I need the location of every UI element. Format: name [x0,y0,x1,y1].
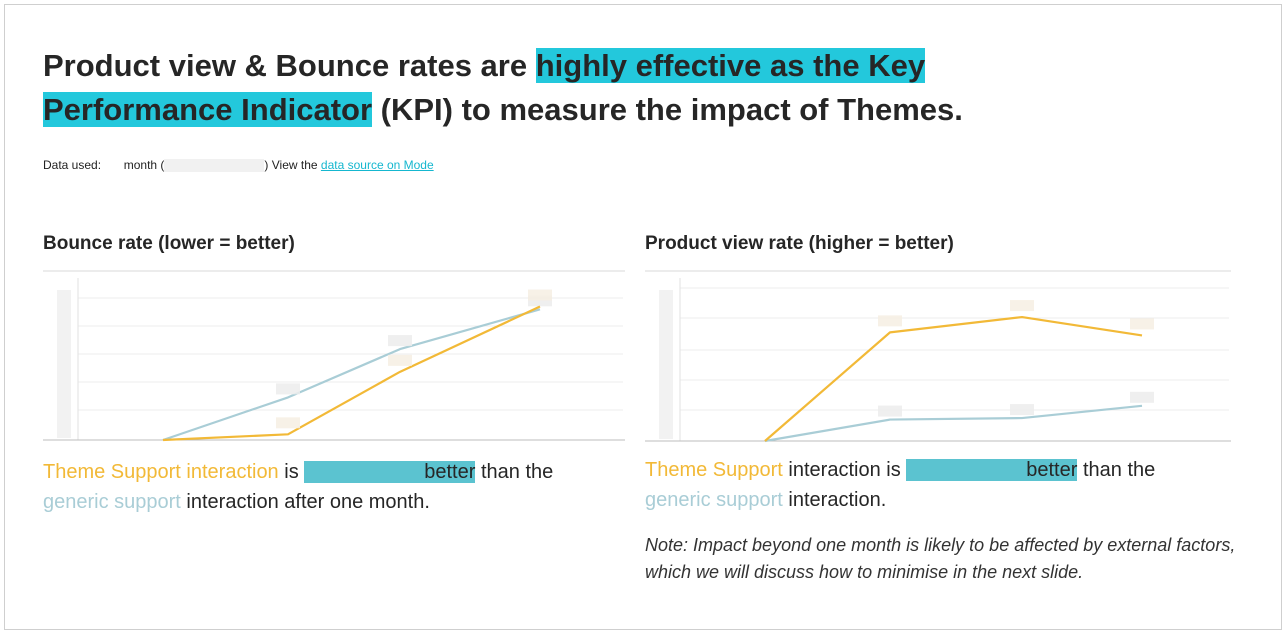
title-highlight-1: highly effective as the Key [535,48,926,83]
redacted-data-label [276,417,300,429]
theme-support-line [764,315,1143,442]
caption-better-right: better [906,459,1078,481]
redacted-data-label [388,354,412,366]
caption-is-right: interaction is [782,459,907,481]
redacted-data-label [1130,318,1154,330]
caption-than-left: than the [475,461,554,483]
caption-is-left: is [278,461,305,483]
generic-support-line [764,404,1143,443]
caption-than-right: than the [1077,459,1156,481]
redacted-data-label [878,315,902,327]
caption-generic-left: generic support [43,491,181,513]
caption-theme-right: Theme Support [645,459,783,481]
page-title: Product view & Bounce rates are highly e… [43,44,1223,132]
redacted-data-label [528,295,552,307]
title-part-1: Product view & Bounce rates are [43,48,536,83]
caption-rest-right: interaction. [782,489,887,511]
redacted-range [164,159,265,173]
theme-support-line [162,305,541,442]
title-part-2: (KPI) to measure the impact of Themes. [372,92,963,127]
redacted-y-ticks [659,290,673,439]
generic-support-line [162,308,541,442]
data-used-line: Data used: month ( ) View the data source… [43,158,434,173]
product-view-caption: Theme Support interaction is better than… [645,455,1235,515]
redacted-value [104,159,121,173]
redacted-data-label [1010,300,1034,312]
redacted-data-label [276,383,300,395]
data-used-label: Data used: [43,158,102,172]
redacted-data-label [388,335,412,347]
redacted-y-ticks [57,290,71,438]
product-view-chart-title: Product view rate (higher = better) [645,233,954,254]
caption-generic-right: generic support [645,489,783,511]
redacted-data-label [1130,391,1154,403]
bounce-rate-chart [43,270,625,442]
product-view-rate-chart [645,270,1231,443]
data-used-view: ) View the [264,158,321,172]
redacted-data-label [528,289,552,301]
bounce-caption: Theme Support interaction is better than… [43,457,633,517]
caption-rest-left: interaction after one month. [180,491,430,513]
caption-theme-left: Theme Support interaction [43,461,279,483]
data-used-month: month ( [123,158,165,172]
title-highlight-2: Performance Indicator [43,92,373,127]
data-source-link[interactable]: data source on Mode [320,158,434,172]
caption-better-left: better [304,461,476,483]
redacted-data-label [878,405,902,417]
bounce-chart-title: Bounce rate (lower = better) [43,233,295,254]
note-text: Note: Impact beyond one month is likely … [645,535,1236,582]
redacted-data-label [1010,404,1034,416]
